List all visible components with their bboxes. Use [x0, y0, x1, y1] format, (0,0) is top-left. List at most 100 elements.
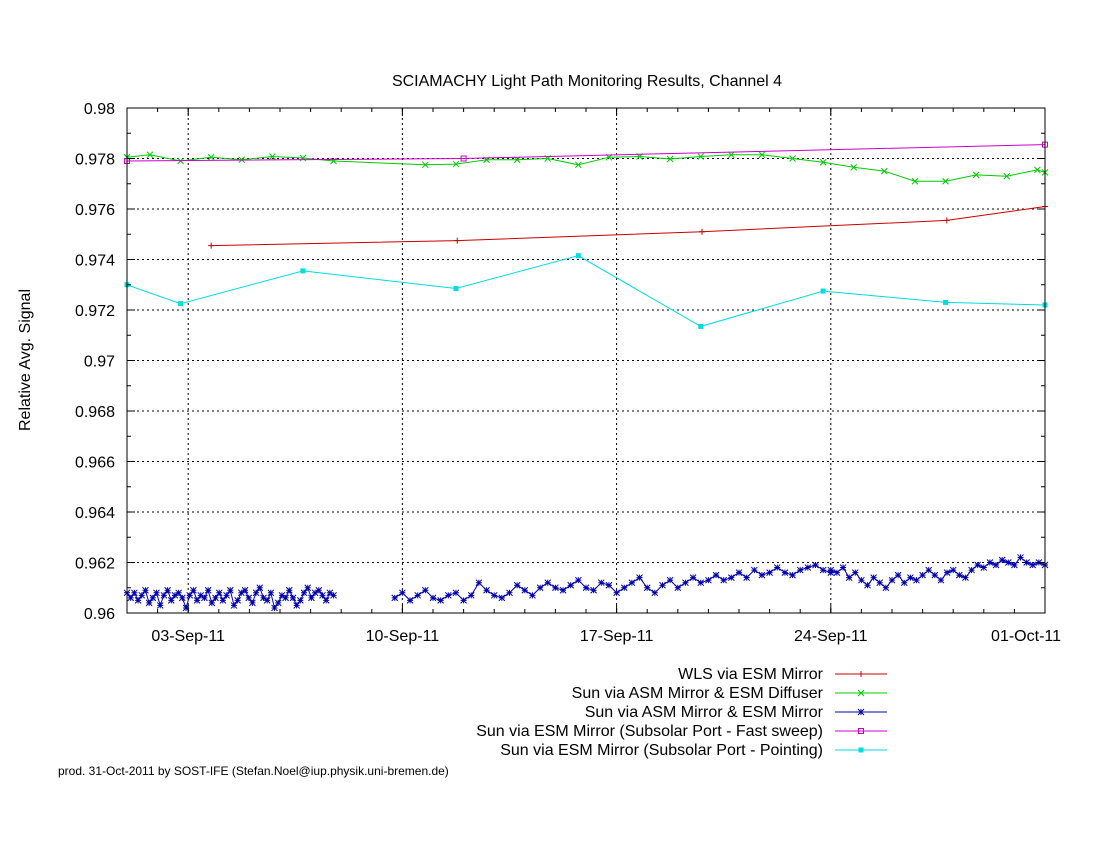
legend-label: Sun via ASM Mirror & ESM Diffuser	[572, 685, 824, 702]
data-point	[851, 569, 859, 576]
data-point	[766, 569, 773, 576]
legend-item: WLS via ESM Mirror	[678, 666, 887, 683]
legend-item: Sun via ASM Mirror & ESM Diffuser	[572, 685, 887, 702]
data-point	[467, 591, 475, 599]
data-point	[437, 597, 445, 604]
data-point	[858, 671, 864, 677]
data-point	[682, 579, 689, 587]
data-point	[620, 584, 628, 592]
data-point	[919, 571, 926, 579]
data-point	[819, 566, 827, 574]
data-point	[304, 584, 312, 592]
data-point	[460, 597, 467, 604]
data-point	[513, 581, 521, 589]
data-point	[223, 591, 230, 599]
data-point	[597, 579, 605, 587]
data-point	[727, 151, 735, 159]
data-point	[773, 564, 781, 571]
y-tick-label: 0.96	[84, 606, 115, 623]
data-point	[498, 594, 506, 602]
data-point	[237, 589, 245, 597]
data-point	[750, 566, 758, 574]
data-point	[453, 286, 459, 292]
data-point	[789, 571, 796, 579]
data-point	[263, 597, 271, 604]
data-point	[322, 597, 330, 604]
series-sun-via-esm-mirror-subsolar-port-pointing	[124, 253, 1048, 329]
data-point	[271, 604, 278, 612]
y-axis-label: Relative Avg. Signal	[17, 289, 34, 431]
data-point	[942, 177, 949, 185]
data-point	[308, 594, 315, 602]
data-point	[475, 579, 483, 587]
data-point	[171, 591, 179, 599]
legend-label: Sun via ASM Mirror & ESM Mirror	[585, 704, 824, 721]
data-point	[204, 586, 212, 594]
data-point	[574, 576, 582, 584]
data-point	[998, 556, 1006, 564]
data-point	[575, 253, 581, 259]
data-point	[850, 163, 858, 171]
data-point	[1003, 172, 1011, 180]
data-point	[758, 571, 766, 579]
data-point	[230, 602, 238, 609]
y-tick-label: 0.964	[75, 505, 115, 522]
data-point	[804, 564, 812, 571]
y-tick-label: 0.978	[75, 152, 115, 169]
data-point	[160, 591, 168, 599]
data-point	[260, 594, 267, 602]
axis-ticks: 0.96 0.962 0.964 0.966 0.968 0.97 0.972 0.974 0.…	[75, 101, 1061, 645]
data-point	[666, 155, 674, 163]
data-point	[559, 586, 567, 594]
data-point	[735, 569, 743, 576]
data-point	[142, 586, 149, 594]
data-point	[937, 576, 945, 584]
series-line	[394, 564, 831, 602]
data-point	[215, 589, 223, 597]
y-tick-label: 0.968	[75, 404, 115, 421]
data-point	[529, 591, 536, 599]
data-point	[454, 237, 461, 244]
data-point	[833, 569, 841, 576]
data-point	[845, 574, 853, 582]
data-point	[943, 217, 950, 224]
data-point	[819, 158, 827, 166]
data-point	[164, 586, 171, 594]
data-point	[820, 288, 826, 294]
data-point	[689, 574, 697, 582]
data-point	[674, 584, 682, 592]
data-point	[699, 228, 706, 235]
data-point	[134, 597, 142, 604]
data-point	[628, 579, 636, 587]
x-tick-label: 03-Sep-11	[151, 628, 225, 645]
data-point	[781, 569, 789, 576]
data-point	[796, 566, 804, 574]
data-point	[131, 589, 138, 597]
x-tick-label: 24-Sep-11	[794, 628, 868, 645]
data-point	[153, 589, 160, 597]
data-point	[643, 584, 651, 592]
data-point	[544, 579, 552, 587]
data-point	[955, 571, 963, 579]
data-point	[208, 242, 215, 249]
series-line	[126, 255, 1046, 327]
data-point	[712, 571, 720, 579]
data-point	[574, 161, 582, 169]
data-point	[857, 708, 865, 716]
data-point	[156, 602, 164, 609]
legend-label: Sun via ESM Mirror (Subsolar Port - Poin…	[500, 742, 823, 759]
data-point	[245, 594, 253, 602]
series-sun-via-esm-mirror-subsolar-port-fast-sweep	[124, 141, 1048, 165]
data-point	[1023, 559, 1030, 566]
legend: WLS via ESM Mirror Sun via ASM Mirror & E…	[476, 666, 887, 759]
data-point	[727, 574, 735, 582]
data-point	[311, 589, 319, 597]
data-point	[293, 602, 301, 609]
data-point	[882, 584, 890, 592]
y-tick-label: 0.972	[75, 303, 115, 320]
data-point	[175, 589, 182, 597]
legend-item: Sun via ESM Mirror (Subsolar Port - Poin…	[500, 742, 887, 759]
data-point	[149, 594, 157, 602]
data-point	[268, 153, 276, 160]
